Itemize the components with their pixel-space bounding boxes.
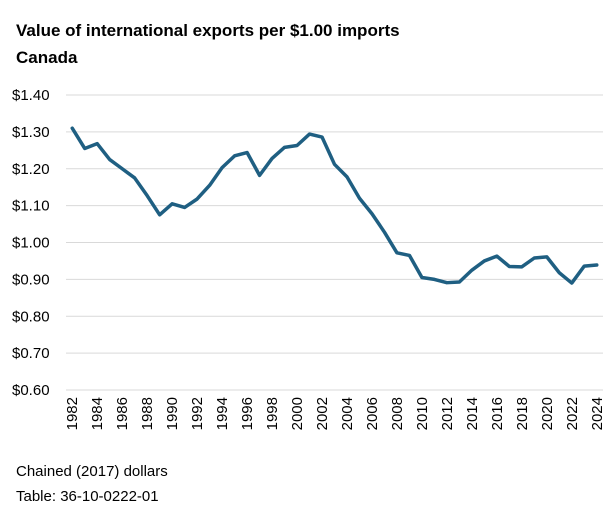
x-tick-label: 2024 xyxy=(589,397,606,430)
x-tick-label: 2022 xyxy=(564,397,581,430)
data-point xyxy=(270,156,274,160)
data-point xyxy=(395,251,399,255)
data-point xyxy=(420,276,424,280)
data-point xyxy=(557,271,561,275)
y-tick-label: $1.20 xyxy=(12,161,50,178)
x-tick-label: 2002 xyxy=(314,397,331,430)
chart-subtitle: Canada xyxy=(16,48,78,67)
units-note: Chained (2017) dollars xyxy=(16,463,168,480)
x-tick-label: 2014 xyxy=(464,397,481,430)
y-tick-label: $1.40 xyxy=(12,87,50,104)
x-tick-label: 1992 xyxy=(189,397,206,430)
data-point xyxy=(333,162,337,166)
y-tick-label: $1.10 xyxy=(12,198,50,215)
data-point xyxy=(407,253,411,257)
y-tick-label: $0.60 xyxy=(12,382,50,399)
gridlines xyxy=(66,94,603,391)
data-point xyxy=(108,158,112,162)
data-point xyxy=(158,213,162,217)
data-point xyxy=(545,255,549,259)
x-tick-label: 1984 xyxy=(89,397,106,430)
data-point xyxy=(457,280,461,284)
x-tick-label: 1982 xyxy=(64,397,81,430)
x-tick-label: 2012 xyxy=(439,397,456,430)
chart-title: Value of international exports per $1.00… xyxy=(16,21,400,40)
data-point xyxy=(532,256,536,260)
data-point xyxy=(445,281,449,285)
series-line xyxy=(70,126,599,285)
data-point xyxy=(145,194,149,198)
data-point xyxy=(507,264,511,268)
data-point xyxy=(120,167,124,171)
data-point xyxy=(320,135,324,139)
data-point xyxy=(520,265,524,269)
data-point xyxy=(245,151,249,155)
x-tick-label: 2018 xyxy=(514,397,531,430)
x-tick-label: 2020 xyxy=(539,397,556,430)
y-tick-label: $0.90 xyxy=(12,271,50,288)
data-point xyxy=(170,202,174,206)
x-tick-label: 2004 xyxy=(339,397,356,430)
data-point xyxy=(183,205,187,209)
data-point xyxy=(258,173,262,177)
y-tick-label: $0.70 xyxy=(12,345,50,362)
data-point xyxy=(233,154,237,158)
x-tick-label: 2006 xyxy=(364,397,381,430)
data-point xyxy=(208,183,212,187)
data-point xyxy=(195,197,199,201)
data-point xyxy=(582,264,586,268)
data-point xyxy=(83,146,87,150)
x-tick-label: 2016 xyxy=(489,397,506,430)
x-tick-label: 1998 xyxy=(264,397,281,430)
data-point xyxy=(308,132,312,136)
data-point xyxy=(570,281,574,285)
data-point xyxy=(370,212,374,216)
y-tick-label: $0.80 xyxy=(12,308,50,325)
data-point xyxy=(495,254,499,258)
data-point xyxy=(295,144,299,148)
x-tick-label: 1988 xyxy=(139,397,156,430)
x-tick-label: 1990 xyxy=(164,397,181,430)
data-point xyxy=(470,268,474,272)
data-point xyxy=(357,196,361,200)
data-point xyxy=(70,126,74,130)
x-tick-label: 1996 xyxy=(239,397,256,430)
data-point xyxy=(283,145,287,149)
data-point xyxy=(345,175,349,179)
x-tick-label: 2008 xyxy=(389,397,406,430)
data-point xyxy=(382,230,386,234)
x-axis-ticks: 1982 1984 1986 1988 1990 1992 1994 1996 1998 2000… xyxy=(64,397,606,430)
x-tick-label: 1986 xyxy=(114,397,131,430)
y-axis-ticks: $0.60 $0.70 $0.80 $0.90 $1.00 $1.10 $1.20 $1.30… xyxy=(12,87,50,399)
source-note: Table: 36-10-0222-01 xyxy=(16,488,159,505)
data-point xyxy=(220,166,224,170)
x-tick-label: 2000 xyxy=(289,397,306,430)
data-point xyxy=(133,176,137,180)
data-point xyxy=(95,142,99,146)
x-tick-label: 2010 xyxy=(414,397,431,430)
data-point xyxy=(595,263,599,267)
x-tick-label: 1994 xyxy=(214,397,231,430)
series-layer xyxy=(70,126,599,285)
data-point xyxy=(482,259,486,263)
data-point xyxy=(432,277,436,281)
y-tick-label: $1.00 xyxy=(12,235,50,252)
y-tick-label: $1.30 xyxy=(12,124,50,141)
